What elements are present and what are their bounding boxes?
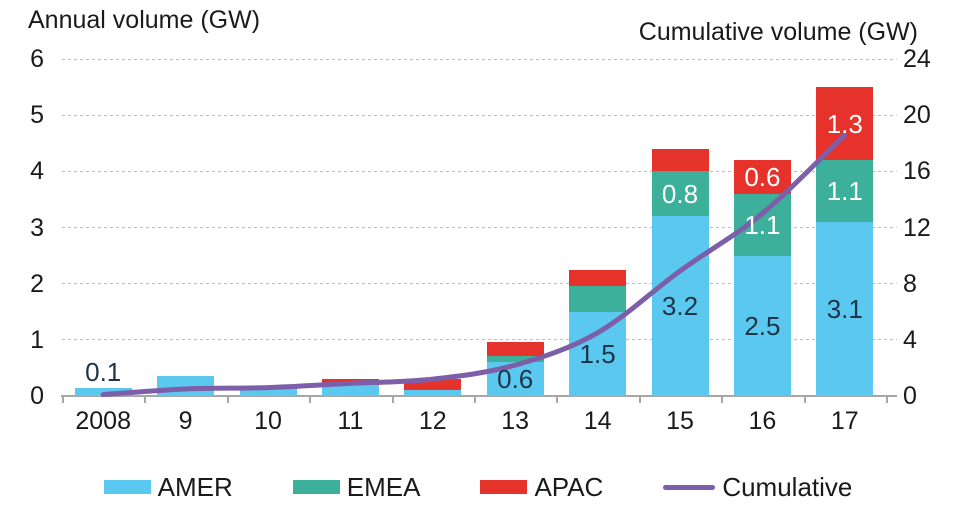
left-axis-tick-label: 1 (30, 325, 44, 354)
right-axis-tick-label: 20 (903, 101, 931, 130)
bar-label: 3.2 (661, 291, 699, 322)
x-axis-label: 16 (748, 407, 777, 435)
legend-item-apac: APAC (480, 472, 603, 503)
legend-label: Cumulative (722, 471, 853, 502)
bar-segment-emea (569, 286, 627, 312)
x-axis-tick (886, 397, 888, 403)
apac-swatch-icon (480, 480, 528, 494)
bar-segment-amer (404, 390, 462, 396)
bar-label: 2.5 (744, 310, 781, 341)
x-axis-tick (144, 397, 147, 403)
x-axis-label: 15 (666, 407, 694, 435)
x-axis-label: 9 (178, 407, 193, 435)
bar-segment-emea (486, 355, 544, 363)
bar-segment-amer (321, 384, 379, 396)
bar-label: 0.6 (497, 364, 534, 395)
bar-segment-amer (74, 387, 132, 396)
bar-segment-apac (651, 148, 709, 172)
bar-segment-amer (157, 376, 215, 396)
bar-label: 1.3 (826, 108, 863, 139)
bar-segment-apac (321, 379, 379, 385)
x-axis-label: 2008 (75, 407, 131, 435)
bar-label: 3.1 (826, 293, 863, 324)
x-axis-tick (226, 397, 229, 403)
x-axis-tick (638, 397, 641, 403)
left-axis-tick-label: 2 (30, 269, 44, 298)
amer-swatch-icon (103, 480, 151, 494)
x-axis-label: 17 (830, 407, 859, 435)
legend-label: AMER (157, 471, 233, 502)
bar-label: 0.8 (661, 178, 699, 209)
right-axis-title: Cumulative volume (GW) (638, 18, 918, 46)
left-axis-title: Annual volume (GW) (28, 6, 261, 34)
x-axis-tick (556, 397, 559, 403)
right-axis-tick-label: 0 (903, 382, 917, 410)
bar-segment-apac (486, 341, 544, 356)
x-axis-label: 14 (583, 407, 612, 435)
gridline (62, 58, 897, 60)
right-axis-tick-label: 24 (903, 45, 931, 73)
x-axis-label: 10 (254, 407, 282, 435)
legend-label: EMEA (346, 471, 421, 502)
bar-segment-apac (404, 379, 462, 391)
x-axis-label: 13 (501, 407, 530, 435)
left-axis-tick-label: 6 (30, 45, 44, 73)
gridline (62, 114, 897, 116)
left-axis-tick-label: 4 (30, 157, 44, 186)
bar-label: 0.6 (744, 161, 781, 192)
legend-item-amer: AMER (103, 471, 233, 503)
left-axis-tick-label: 5 (30, 101, 44, 130)
bar-label: 1.5 (579, 338, 616, 369)
left-axis-tick-label: 0 (30, 382, 44, 410)
right-axis-tick-label: 4 (903, 325, 917, 354)
bar-segment-apac (569, 269, 627, 287)
right-axis-tick-label: 8 (903, 269, 917, 298)
emea-swatch-icon (292, 480, 340, 494)
bar-segment-amer (239, 387, 297, 396)
right-axis-tick-label: 16 (903, 157, 931, 186)
x-axis-tick (474, 397, 476, 403)
legend: AMER EMEA APAC Cumulative (0, 467, 956, 507)
legend-item-emea: EMEA (292, 471, 421, 503)
right-axis-tick-label: 12 (903, 213, 931, 242)
bar-label: 1.1 (826, 175, 863, 206)
x-axis-tick (721, 397, 724, 403)
legend-item-cumulative: Cumulative (663, 472, 852, 503)
x-axis-tick (803, 397, 806, 403)
x-axis-tick (391, 397, 394, 403)
legend-label: APAC (534, 471, 604, 502)
bar-label: 1.1 (744, 209, 781, 240)
left-axis-tick-label: 3 (30, 213, 44, 242)
cumulative-line-swatch-icon (663, 484, 716, 490)
x-axis-label: 12 (418, 407, 447, 435)
x-axis-tick (309, 397, 312, 403)
x-axis-tick (62, 397, 64, 403)
bar-label: 0.1 (85, 356, 122, 387)
x-axis-label: 11 (337, 407, 364, 435)
